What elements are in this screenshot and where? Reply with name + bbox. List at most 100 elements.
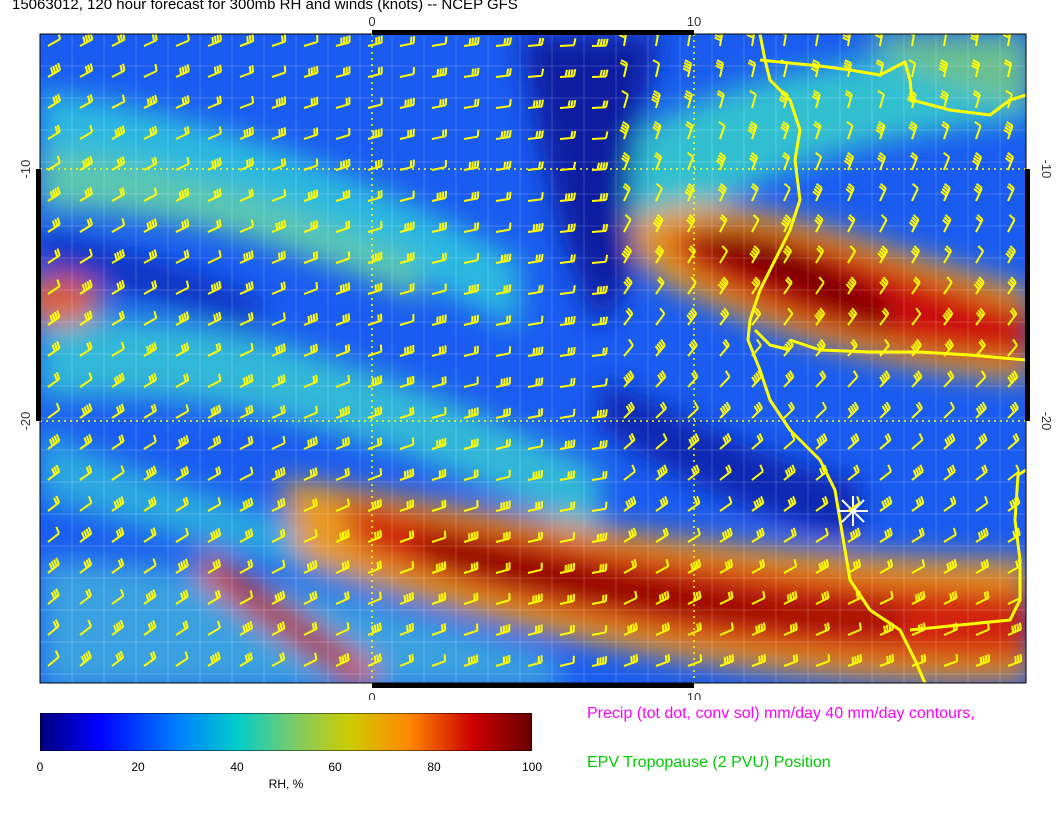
wind-barb [271,590,286,605]
wind-barb [463,253,480,264]
wind-barb [687,654,703,667]
wind-barb [941,120,950,140]
wind-barb [591,625,608,636]
wind-barb [79,217,93,233]
wind-barb [271,250,286,264]
wind-barb [335,436,350,450]
wind-barb [623,559,638,574]
wind-barb [175,651,189,667]
wind-barb [908,120,918,140]
wind-barb [1007,590,1022,605]
wind-barb [687,276,697,295]
wind-barb [1007,464,1020,481]
wind-barb [783,401,795,419]
wind-barb [207,404,222,419]
wind-barb [111,341,125,357]
wind-barb [303,405,318,419]
wind-barb [47,34,62,47]
wind-barb [782,338,794,357]
wind-barb [431,345,447,357]
wind-barb [715,152,727,171]
wind-barb [399,97,415,109]
wind-barb [367,344,383,357]
wind-barb [335,344,351,357]
wind-barb [879,654,895,667]
wind-barb [495,346,512,357]
wind-barb [847,654,863,667]
wind-barb [975,433,988,450]
wind-barb [399,252,415,264]
wind-barb [815,152,823,171]
wind-barb [783,590,798,605]
wind-barb [939,90,949,109]
wind-barb [879,214,888,233]
wind-barb [591,100,609,109]
wind-barb [874,34,884,47]
wind-barb [495,222,512,233]
wind-barb [111,218,126,233]
wind-barb [143,341,158,357]
wind-barb [79,63,94,78]
wind-barb [942,307,954,326]
wind-barb [943,496,957,512]
wind-barb [111,94,126,109]
wind-barb [495,469,511,481]
wind-barb [463,98,480,109]
wind-barb [335,375,351,388]
wind-barb [303,621,318,636]
wind-barb [591,192,609,202]
wind-barb [399,190,415,202]
wind-barb [683,90,693,109]
wind-barb [143,372,158,388]
wind-barb [623,370,635,388]
wind-barb [303,96,319,109]
wind-barb [879,401,891,419]
wind-barb [527,99,544,109]
wind-barb [623,214,632,233]
wind-barb [975,245,985,264]
wind-barb [143,125,158,140]
wind-barb [495,129,512,140]
wind-barb [431,221,447,233]
wind-barb [303,560,318,574]
wind-barb [591,316,608,326]
wind-barb [175,373,190,388]
wind-barb [812,183,823,202]
wind-barb [623,590,638,605]
wind-barb [559,346,576,357]
wind-barb [463,283,479,295]
wind-barb [655,622,670,636]
wind-barb [111,372,125,388]
wind-barb [654,152,663,171]
wind-barb [815,654,831,667]
wind-barb [303,127,319,140]
wind-barb [719,496,733,512]
wind-barb [751,307,762,326]
wind-barb [527,37,545,47]
wind-barb [719,245,729,264]
wind-barb [239,404,254,419]
wind-barb [783,622,798,636]
colorbar-tick-0: 0 [36,760,44,774]
wind-barb [591,285,609,295]
wind-barb [47,186,61,202]
wind-barb [623,622,638,636]
wind-barb [207,280,222,295]
wind-barb [906,90,917,109]
wind-barb [239,157,254,171]
wind-barb [655,370,667,388]
wind-barb [559,624,575,636]
wind-barb [843,59,853,78]
wind-barb [207,64,222,78]
wind-barb [684,183,695,202]
wind-barb [847,307,858,326]
wind-barb [973,183,983,202]
wind-barb [335,282,351,295]
wind-barb [559,501,576,512]
wind-barb [47,279,61,295]
wind-barb [879,559,894,574]
wind-barb [335,251,351,264]
wind-barb [47,93,61,109]
wind-barb [780,59,789,78]
wind-barb [271,528,286,543]
